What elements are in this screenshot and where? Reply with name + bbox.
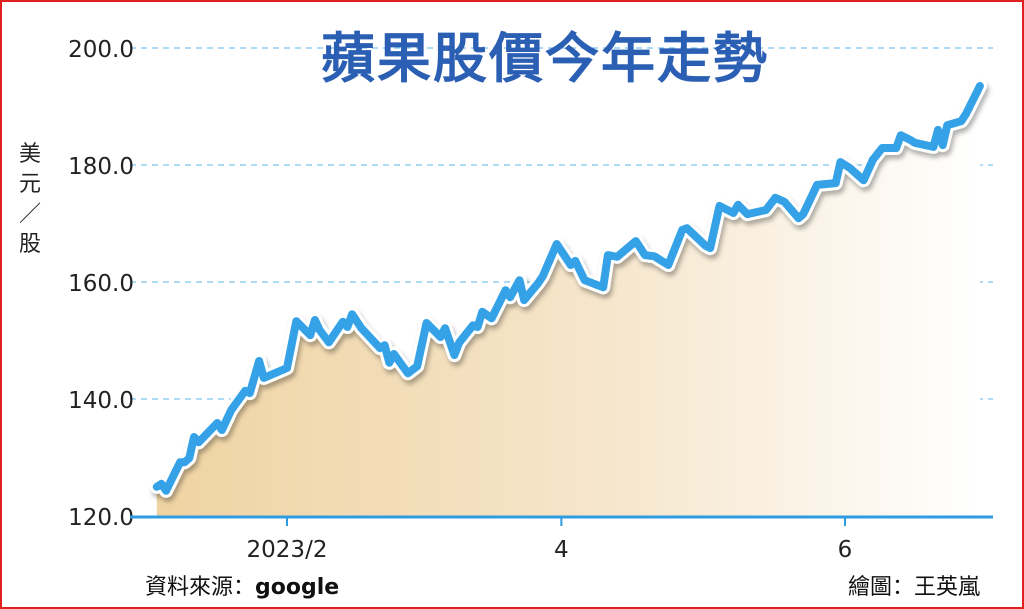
source-note: 資料來源：google: [145, 569, 339, 601]
y-tick-label: 140.0: [68, 388, 134, 414]
x-tick-label: 6: [838, 537, 853, 563]
y-tick-label: 120.0: [68, 505, 134, 531]
y-tick-label: 180.0: [68, 154, 134, 180]
area-fill: [156, 86, 980, 516]
y-tick-label: 160.0: [68, 271, 134, 297]
x-tick-label: 2023/2: [247, 537, 328, 563]
y-tick-label: 200.0: [68, 37, 134, 63]
credit-note: 繪圖：王英嵐: [847, 575, 980, 600]
chart-title: 蘋果股價今年走勢: [321, 27, 769, 90]
y-axis-label: 美元／股: [18, 142, 41, 257]
x-tick-label: 4: [554, 537, 569, 563]
source-label: 資料來源：: [145, 575, 256, 600]
series-line: [152, 82, 984, 495]
source-value: google: [255, 575, 340, 600]
